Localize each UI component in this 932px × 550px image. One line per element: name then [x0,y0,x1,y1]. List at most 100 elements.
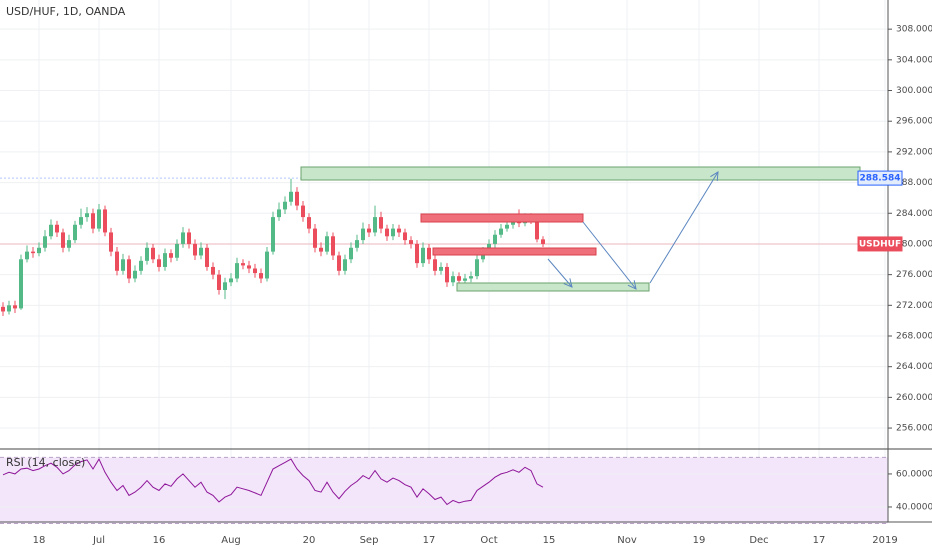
x-tick-label: 17 [813,535,826,546]
x-tick-label: Sep [360,535,379,546]
y-tick-label: 284.000 [896,209,932,219]
candle-body [451,276,455,283]
candle-body [235,263,239,279]
candle-body [109,232,113,252]
arrow [547,258,572,287]
candle-body [541,239,545,244]
candle-body [379,217,383,229]
chart-title: USD/HUF, 1D, OANDA [6,5,126,18]
candle-body [187,232,191,244]
candle-body [85,213,89,218]
candle-body [199,247,203,256]
candle-body [511,220,515,225]
candle-body [127,259,131,279]
candle-body [259,273,263,279]
target-zone [300,166,861,181]
x-tick-label: Nov [617,535,637,546]
candle-body [133,270,137,279]
candle-body [115,251,119,271]
candle-body [373,217,377,233]
candle-body [169,253,173,258]
x-tick-label: 19 [693,535,706,546]
candle-body [319,247,323,252]
price-tag [857,170,903,186]
candle-body [289,191,293,202]
candle-body [181,232,185,244]
candle-body [397,228,401,233]
candle-body [433,259,437,271]
candle-body [19,259,23,309]
candle-body [265,251,269,279]
candle-body [349,247,353,260]
candle-body [79,217,83,225]
x-tick-label: Dec [749,535,768,546]
candle-body [439,266,443,271]
candle-body [217,274,221,290]
candle-body [151,247,155,260]
y-tick-label: 280.000 [896,239,932,249]
y-tick-label: 256.000 [896,424,932,434]
x-tick-label: 2019 [872,535,897,546]
rsi-label: RSI (14, close) [6,456,85,469]
candle-body [73,224,77,241]
candle-body [469,276,473,279]
candle-body [493,234,497,244]
candle-body [139,260,143,271]
candle-body [337,255,341,271]
candle-body [343,259,347,271]
price-tag [857,236,903,252]
x-tick-label: 20 [303,535,316,546]
labels: 18 Jul 16 Aug 20 Sep 17 Oct 15 Nov 19 Dec 17 2019 256.… [33,25,932,546]
candle-body [499,228,503,235]
x-tick-label: 18 [33,535,46,546]
candle-body [1,306,5,312]
x-tick-label: Oct [480,535,497,546]
candle-body [307,217,311,229]
candle-body [241,263,245,266]
y-tick-label: 264.000 [896,362,932,372]
grid [0,0,888,524]
candle-body [325,236,329,252]
candle-body [409,240,413,244]
candle-body [391,228,395,237]
drawings [300,166,861,292]
candle-body [253,268,257,274]
y-tick-label: 296.000 [896,117,932,127]
candle-body [211,266,215,275]
candle-body [277,209,281,218]
candle-body [445,266,449,283]
x-tick-label: 15 [543,535,556,546]
candle-body [403,232,407,241]
candle-body [13,305,17,309]
candle-body [163,253,167,267]
rsi-line [2,458,544,506]
y-tick-label: 300.000 [896,86,932,96]
candle-body [463,278,467,281]
candle-body [7,305,11,312]
candle-body [223,282,227,290]
x-tick-label: 16 [153,535,166,546]
candle-body [385,228,389,237]
candle-body [415,243,419,264]
candle-body [121,259,125,271]
candle-body [475,259,479,277]
x-tick-label: 17 [423,535,436,546]
resistance-zone [432,247,597,256]
candle-body [193,243,197,256]
candle-body [535,220,539,240]
candle-body [427,247,431,260]
candle-body [91,213,95,229]
candle-body [361,228,365,241]
candle-body [505,224,509,229]
candle-body [103,209,107,233]
candle-body [313,228,317,248]
candle-body [43,236,47,248]
candle-body [457,276,461,281]
candle-body [283,201,287,210]
candle-body [295,191,299,206]
rsi-band [0,457,888,524]
arrow [649,172,718,284]
support-zone [456,282,650,292]
candle-body [31,251,35,254]
y-tick-label: 268.000 [896,332,932,342]
